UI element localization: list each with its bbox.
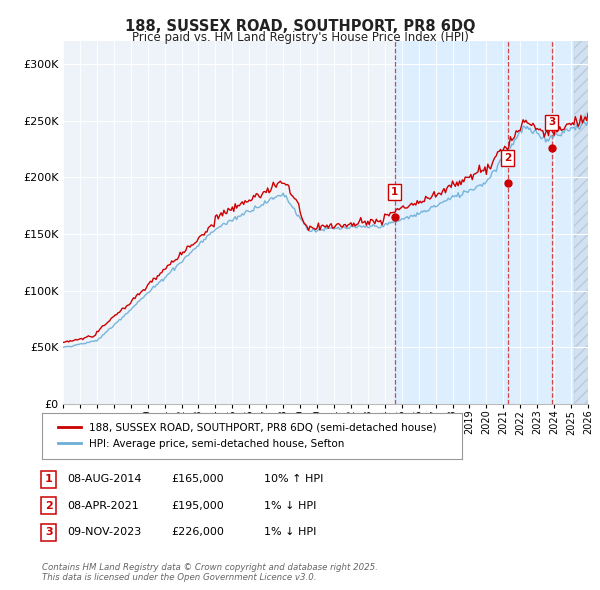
Text: 2: 2 — [45, 501, 53, 510]
Text: 1: 1 — [391, 186, 398, 196]
Text: £226,000: £226,000 — [171, 527, 224, 537]
Text: 09-NOV-2023: 09-NOV-2023 — [67, 527, 142, 537]
Text: 1: 1 — [45, 474, 53, 484]
Text: 3: 3 — [548, 117, 556, 127]
Text: £195,000: £195,000 — [171, 501, 224, 510]
Text: 1% ↓ HPI: 1% ↓ HPI — [264, 527, 316, 537]
Legend: 188, SUSSEX ROAD, SOUTHPORT, PR8 6DQ (semi-detached house), HPI: Average price, : 188, SUSSEX ROAD, SOUTHPORT, PR8 6DQ (se… — [53, 419, 441, 453]
Text: 2: 2 — [504, 153, 512, 163]
Text: Contains HM Land Registry data © Crown copyright and database right 2025.
This d: Contains HM Land Registry data © Crown c… — [42, 563, 378, 582]
Text: 3: 3 — [45, 527, 53, 537]
Text: Price paid vs. HM Land Registry's House Price Index (HPI): Price paid vs. HM Land Registry's House … — [131, 31, 469, 44]
Bar — [574, 41, 600, 404]
Text: 08-APR-2021: 08-APR-2021 — [67, 501, 139, 510]
Text: 188, SUSSEX ROAD, SOUTHPORT, PR8 6DQ: 188, SUSSEX ROAD, SOUTHPORT, PR8 6DQ — [125, 19, 475, 34]
Text: 10% ↑ HPI: 10% ↑ HPI — [264, 474, 323, 484]
Text: 1% ↓ HPI: 1% ↓ HPI — [264, 501, 316, 510]
Text: £165,000: £165,000 — [171, 474, 224, 484]
Bar — [395, 41, 600, 404]
Text: 08-AUG-2014: 08-AUG-2014 — [67, 474, 142, 484]
